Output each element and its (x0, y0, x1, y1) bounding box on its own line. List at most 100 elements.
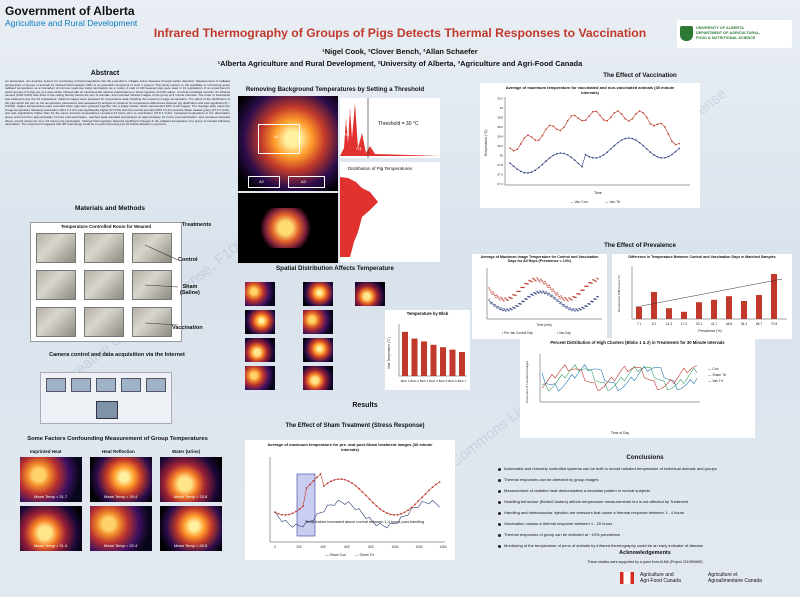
point (428, 489, 430, 492)
point (602, 119, 605, 121)
x-axis-label: Prevalence (%) (698, 329, 721, 333)
point (546, 292, 548, 295)
point (537, 291, 539, 293)
point (517, 305, 519, 308)
point (527, 172, 529, 174)
point (547, 294, 549, 296)
point (570, 308, 572, 310)
blob-chart-title: Temperature by Blob (406, 311, 449, 316)
point (556, 152, 558, 155)
point (606, 151, 608, 153)
point (568, 297, 570, 299)
point (526, 298, 528, 300)
legend-item: — Con (708, 367, 719, 371)
point (539, 290, 541, 292)
room-diagram: Temperature Controlled Room for Weaned (30, 222, 182, 342)
point (347, 480, 350, 482)
bar (449, 349, 456, 376)
bar (430, 344, 437, 376)
server-icon (96, 401, 118, 419)
point (613, 144, 616, 147)
point (574, 310, 576, 312)
point (628, 120, 630, 122)
gov-logo-line2: Agriculture and Rural Development (5, 18, 138, 28)
point (548, 292, 550, 295)
point (594, 280, 596, 282)
poster-title: Infrared Thermography of Groups of Pigs … (153, 26, 647, 40)
point (518, 290, 520, 293)
threshold-label: Threshold = 30 °C (378, 121, 419, 127)
point (541, 292, 543, 294)
point (539, 281, 541, 283)
point (592, 157, 594, 159)
point (543, 283, 545, 285)
tick-label: 200 (296, 545, 302, 549)
conclusion-item: Automated and remotely controlled system… (498, 466, 798, 471)
point (435, 483, 437, 486)
room-label: Temperature Controlled Room for Weaned (60, 224, 152, 229)
point (491, 301, 493, 304)
point (570, 156, 572, 159)
point (504, 309, 506, 311)
tick-label: 7.1 (637, 322, 642, 326)
bar (666, 308, 672, 319)
conclusion-item: Thermal responses can be detected by gro… (498, 477, 798, 482)
pen-photo (36, 307, 76, 337)
y-axis-label: Temperature (°C) (484, 130, 488, 157)
point (584, 119, 587, 121)
point (570, 115, 572, 117)
thermal-image: Mean Temp = 33.8 (160, 457, 222, 502)
sham-line-chart: 0 200 400 600 800 1000 1200 1400 — Sham Con — Sha… (269, 457, 447, 557)
point (530, 136, 533, 138)
conclusion-item: Handling and intramuscular injection are… (498, 510, 798, 515)
point (421, 496, 423, 499)
point (558, 301, 560, 303)
network-diagram (40, 372, 172, 424)
point (509, 307, 511, 310)
tick-label: 39.2 (497, 97, 503, 101)
computer-icon (146, 378, 166, 392)
confound-heading: Some Factors Confounding Measurement of … (27, 436, 208, 442)
point (523, 300, 525, 303)
point (557, 294, 559, 296)
prev-left-title: Average of Maximum Image Temperature for… (480, 255, 599, 263)
thermal-image (245, 282, 275, 306)
mean-temp-label: Mean Temp = 31.4 (34, 543, 68, 548)
computer-icon (71, 378, 91, 392)
point (555, 298, 557, 300)
point (492, 303, 494, 305)
point (495, 296, 497, 299)
aafc-en2: Agri-Food Canada (640, 578, 681, 584)
point (379, 507, 381, 510)
point (288, 513, 290, 516)
point (569, 307, 571, 309)
point (596, 277, 598, 279)
point (552, 288, 554, 290)
authors: ¹Nigel Cook, ²Clover Bench, ²Allan Schae… (322, 47, 478, 56)
point (316, 476, 318, 479)
point (563, 152, 565, 155)
point (562, 305, 564, 307)
sham-label: Sham (Saline) (180, 284, 200, 296)
tick-label: 20.1 (696, 322, 702, 326)
point (617, 110, 619, 112)
point (281, 513, 283, 516)
point (500, 296, 502, 299)
thermal-image (303, 282, 333, 306)
point (581, 289, 583, 291)
hist-label-a1: A1 (356, 146, 362, 151)
tick-label: 48.6 (726, 322, 732, 326)
point (490, 302, 492, 305)
tick-label: 70.8 (771, 322, 777, 326)
confound-col3: Water (Urine) (172, 449, 201, 454)
point (556, 292, 558, 294)
point (523, 286, 525, 289)
point (534, 169, 536, 172)
thermal-image: Mean Temp = 32.4 (90, 506, 152, 551)
x-axis-label: Time (594, 191, 602, 195)
point (534, 279, 536, 281)
mean-temp-label: Mean Temp = 34.4 (104, 494, 138, 499)
point (344, 478, 346, 481)
point (550, 288, 552, 290)
bar (402, 331, 408, 376)
